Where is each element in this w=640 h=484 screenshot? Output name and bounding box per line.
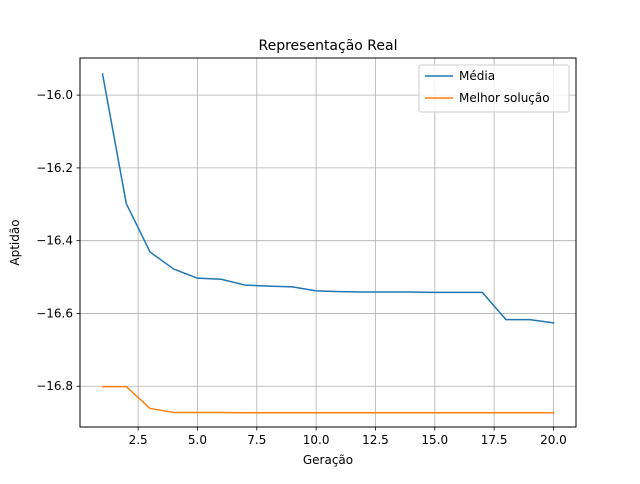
- x-axis-label: Geração: [303, 453, 353, 467]
- legend-box: [418, 64, 570, 113]
- x-tick-label: 2.5: [129, 433, 148, 447]
- y-tick-label: −16.8: [36, 379, 73, 393]
- legend-label-melhor-solucao: Melhor solução: [459, 91, 550, 105]
- series-layer: [101, 73, 555, 414]
- x-tick-label: 15.0: [421, 433, 448, 447]
- y-axis-label: Aptidão: [8, 219, 22, 265]
- y-tick-label: −16.0: [36, 88, 73, 102]
- y-tick-label: −16.4: [36, 234, 73, 248]
- y-tick-label: −16.2: [36, 161, 73, 175]
- x-tick-label: 17.5: [481, 433, 508, 447]
- y-tick-label: −16.6: [36, 306, 73, 320]
- series-line-0: [101, 73, 555, 324]
- plot-frame: [79, 57, 577, 428]
- legend: Média Melhor solução: [418, 64, 570, 113]
- legend-label-media: Média: [459, 69, 495, 83]
- grid-layer: [80, 58, 576, 427]
- x-tick-label: 20.0: [540, 433, 567, 447]
- x-tick-label: 7.5: [247, 433, 266, 447]
- series-line-1: [101, 385, 555, 414]
- x-tick-label: 10.0: [303, 433, 330, 447]
- x-tick-label: 5.0: [188, 433, 207, 447]
- chart-title: Representação Real: [259, 38, 398, 54]
- x-tick-label: 12.5: [362, 433, 389, 447]
- ticks-layer: 2.5 5.0 7.5 10.0 12.5 15.0 17.5 20.0 −16.0 −16.2 −…: [36, 88, 567, 447]
